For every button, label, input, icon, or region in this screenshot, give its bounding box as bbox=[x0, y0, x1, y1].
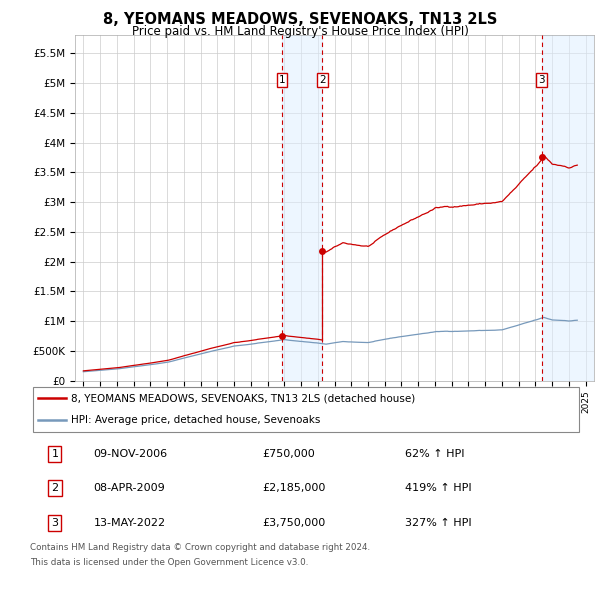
Text: 08-APR-2009: 08-APR-2009 bbox=[94, 483, 165, 493]
Text: £750,000: £750,000 bbox=[262, 449, 314, 459]
Text: 13-MAY-2022: 13-MAY-2022 bbox=[94, 517, 166, 527]
Text: Price paid vs. HM Land Registry's House Price Index (HPI): Price paid vs. HM Land Registry's House … bbox=[131, 25, 469, 38]
Text: 2: 2 bbox=[319, 75, 326, 85]
Text: Contains HM Land Registry data © Crown copyright and database right 2024.: Contains HM Land Registry data © Crown c… bbox=[30, 543, 370, 552]
Text: 3: 3 bbox=[538, 75, 545, 85]
Text: £2,185,000: £2,185,000 bbox=[262, 483, 325, 493]
Text: 3: 3 bbox=[52, 517, 58, 527]
Text: 8, YEOMANS MEADOWS, SEVENOAKS, TN13 2LS (detached house): 8, YEOMANS MEADOWS, SEVENOAKS, TN13 2LS … bbox=[71, 394, 416, 404]
Text: 1: 1 bbox=[278, 75, 285, 85]
Bar bbox=[542, 35, 594, 381]
Text: 2: 2 bbox=[51, 483, 58, 493]
FancyBboxPatch shape bbox=[33, 387, 579, 432]
Text: 1: 1 bbox=[52, 449, 58, 459]
Text: HPI: Average price, detached house, Sevenoaks: HPI: Average price, detached house, Seve… bbox=[71, 415, 321, 425]
Bar bbox=[282, 35, 322, 381]
Text: This data is licensed under the Open Government Licence v3.0.: This data is licensed under the Open Gov… bbox=[30, 558, 308, 566]
Text: 419% ↑ HPI: 419% ↑ HPI bbox=[406, 483, 472, 493]
Text: 327% ↑ HPI: 327% ↑ HPI bbox=[406, 517, 472, 527]
Text: 09-NOV-2006: 09-NOV-2006 bbox=[94, 449, 167, 459]
Text: 8, YEOMANS MEADOWS, SEVENOAKS, TN13 2LS: 8, YEOMANS MEADOWS, SEVENOAKS, TN13 2LS bbox=[103, 12, 497, 27]
Text: £3,750,000: £3,750,000 bbox=[262, 517, 325, 527]
Text: 62% ↑ HPI: 62% ↑ HPI bbox=[406, 449, 465, 459]
